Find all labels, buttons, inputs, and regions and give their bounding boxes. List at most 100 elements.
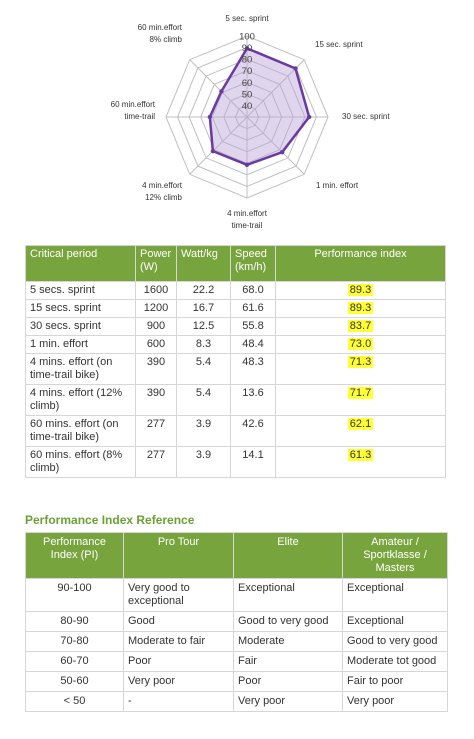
radar-data-point [293,66,298,71]
radar-spoke [246,116,305,175]
cell-power: 390 [135,384,177,416]
cell-pro-tour: - [123,691,234,712]
cell-amateur: Moderate tot good [342,651,448,672]
cell-period: 5 secs. sprint [25,281,136,300]
header-power: Power (W) [135,245,177,282]
cell-amateur: Very poor [342,691,448,712]
radar-axis-labels: 5 sec. sprint 15 sec. sprint 30 sec. sprin… [111,14,391,230]
cell-performance-index: 89.3 [275,281,446,300]
cell-watt-kg: 5.4 [176,384,231,416]
cell-pro-tour: Good [123,611,234,632]
reference-row: 50-60 Very poor Poor Fair to poor [25,671,448,692]
header-pro-tour: Pro Tour [123,532,234,579]
cell-pi-range: 50-60 [25,671,124,692]
radar-data-point [306,114,312,120]
radar-tick-label: 70 [242,66,253,77]
cell-performance-index: 71.7 [275,384,446,416]
header-watt-kg: Watt/kg [176,245,231,282]
radar-axis-label: 60 min.effort [111,100,156,109]
cell-period: 30 secs. sprint [25,317,136,336]
cell-speed: 61.6 [230,299,276,318]
radar-data-point [279,149,285,155]
header-performance-index: Performance index [275,245,446,282]
performance-row: 30 secs. sprint 900 12.5 55.8 83.7 [25,317,446,336]
performance-index-value: 61.3 [347,449,374,461]
reference-title: Performance Index Reference [25,513,195,527]
cell-performance-index: 89.3 [275,299,446,318]
cell-period: 1 min. effort [25,335,136,354]
cell-watt-kg: 8.3 [176,335,231,354]
cell-watt-kg: 22.2 [176,281,231,300]
cell-performance-index: 62.1 [275,415,446,447]
cell-pi-range: < 50 [25,691,124,712]
radar-axis-label: 8% climb [150,35,183,44]
performance-index-value: 73.0 [347,338,374,350]
cell-amateur: Fair to poor [342,671,448,692]
header-amateur: Amateur / Sportklasse / Masters [342,532,448,579]
cell-power: 1200 [135,299,177,318]
radar-tick-label: 40 [242,101,253,112]
radar-axis-label: 30 sec. sprint [342,112,390,121]
cell-speed: 13.6 [230,384,276,416]
radar-data-point [219,89,224,94]
reference-row: 90-100 Very good to exceptional Exceptiona… [25,578,448,612]
cell-power: 390 [135,353,177,385]
cell-performance-index: 73.0 [275,335,446,354]
cell-elite: Very poor [233,691,343,712]
cell-speed: 48.3 [230,353,276,385]
cell-performance-index: 83.7 [275,317,446,336]
cell-power: 1600 [135,281,177,300]
radar-spoke [189,59,248,118]
performance-row: 4 mins. effort (12% climb) 390 5.4 13.6 71.7 [25,384,446,416]
radar-axis-label: 15 sec. sprint [315,40,363,49]
radar-axis-label: 12% climb [145,193,182,202]
radar-data-point [244,46,250,51]
radar-axis-label: 60 min.effort [138,23,183,32]
cell-pro-tour: Very poor [123,671,234,692]
header-elite: Elite [233,532,343,579]
performance-index-value: 71.3 [347,356,374,368]
radar-tick-label: 60 [242,78,253,89]
cell-watt-kg: 12.5 [176,317,231,336]
cell-watt-kg: 3.9 [176,415,231,447]
performance-row: 60 mins. effort (on time-trail bike) 277 3… [25,415,446,447]
cell-speed: 14.1 [230,446,276,478]
cell-period: 60 mins. effort (8% climb) [25,446,136,478]
cell-elite: Exceptional [233,578,343,612]
radar-tick-label: 100 [239,32,255,43]
radar-tick-label: 50 [242,89,253,100]
radar-data-point [207,114,213,120]
radar-tick-label: 80 [242,55,253,66]
radar-axes [166,36,328,198]
cell-elite: Moderate [233,631,343,652]
cell-pi-range: 90-100 [25,578,124,612]
cell-watt-kg: 16.7 [176,299,231,318]
radar-spoke [189,116,248,175]
cell-speed: 48.4 [230,335,276,354]
cell-speed: 68.0 [230,281,276,300]
radar-points [207,46,312,167]
reference-table-header-row: Performance Index (PI) Pro Tour Elite Am… [25,532,448,579]
performance-row: 5 secs. sprint 1600 22.2 68.0 89.3 [25,281,446,300]
cell-amateur: Good to very good [342,631,448,652]
performance-row: 60 mins. effort (8% climb) 277 3.9 14.1 61.3 [25,446,446,478]
radar-series-polygon [208,47,311,167]
performance-index-value: 89.3 [347,284,374,296]
cell-amateur: Exceptional [342,611,448,632]
cell-period: 4 mins. effort (on time-trail bike) [25,353,136,385]
reference-row: 70-80 Moderate to fair Moderate Good to ver… [25,631,448,652]
performance-row: 1 min. effort 600 8.3 48.4 73.0 [25,335,446,354]
performance-table: Critical period Power (W) Watt/kg Speed … [25,245,446,478]
radar-axis-label: time-trail [124,112,155,121]
cell-power: 900 [135,317,177,336]
cell-power: 600 [135,335,177,354]
cell-speed: 55.8 [230,317,276,336]
reference-table: Performance Index (PI) Pro Tour Elite Am… [25,532,448,712]
performance-table-header-row: Critical period Power (W) Watt/kg Speed … [25,245,446,282]
cell-elite: Good to very good [233,611,343,632]
cell-pro-tour: Moderate to fair [123,631,234,652]
cell-pi-range: 70-80 [25,631,124,652]
cell-pro-tour: Poor [123,651,234,672]
performance-index-value: 71.7 [347,387,374,399]
